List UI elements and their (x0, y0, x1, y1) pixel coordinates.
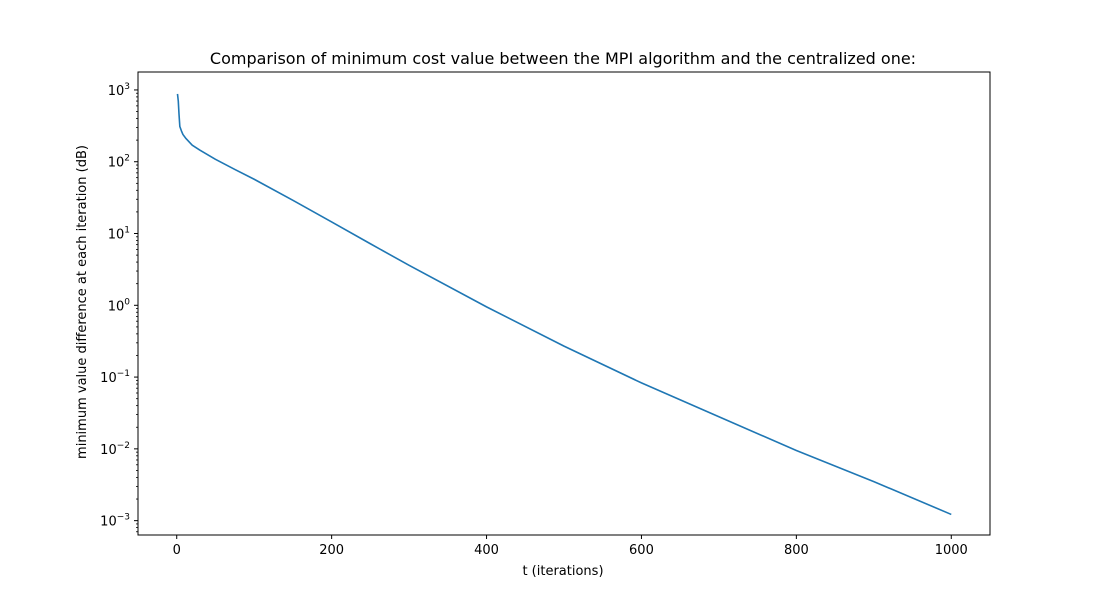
x-tick-label: 1000 (935, 543, 968, 558)
series-line (176, 93, 952, 516)
y-tick-label: 101 (108, 226, 130, 243)
x-tick-label: 400 (474, 543, 499, 558)
chart-title: Comparison of minimum cost value between… (210, 49, 916, 68)
x-tick-label: 800 (784, 543, 809, 558)
y-tick-label: 103 (108, 82, 130, 99)
x-tick-label: 0 (173, 543, 181, 558)
x-tick-label: 200 (319, 543, 344, 558)
y-tick-label: 10−1 (100, 369, 130, 386)
y-tick-label: 10−3 (100, 513, 130, 530)
x-axis-label: t (iterations) (522, 564, 603, 579)
y-tick-label: 102 (108, 154, 130, 171)
y-tick-label: 100 (108, 297, 131, 314)
plot-area: 0 200 400 600 800 1000 103 102 101 100 10−1 10−2 10−… (100, 71, 991, 558)
y-axis-label: minimum value difference at each iterati… (75, 145, 90, 459)
plot-frame (137, 71, 991, 536)
x-tick-label: 600 (629, 543, 654, 558)
y-tick-label: 10−2 (100, 441, 130, 458)
